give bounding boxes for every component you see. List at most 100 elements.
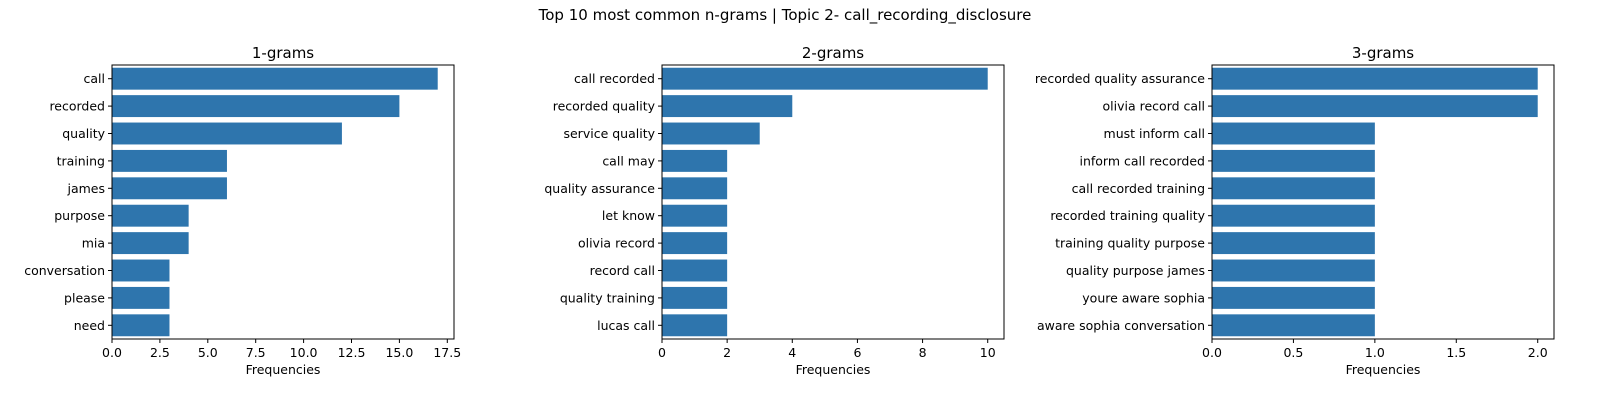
y-tick-label-3grams-0: recorded quality assurance: [1035, 71, 1205, 86]
x-tick-label-3grams-4: 2.0: [1528, 345, 1548, 360]
bar-3grams-2: [1212, 122, 1375, 145]
bar-1grams-3: [112, 149, 227, 172]
bar-2grams-1: [662, 95, 793, 118]
x-tick-label-2grams-4: 8: [919, 345, 927, 360]
bar-1grams-6: [112, 232, 189, 255]
bar-3grams-7: [1212, 259, 1375, 282]
x-tick-label-1grams-1: 2.5: [150, 345, 170, 360]
y-tick-label-1grams-9: need: [74, 318, 105, 333]
y-tick-label-2grams-7: record call: [590, 263, 655, 278]
y-tick-label-3grams-1: olivia record call: [1103, 99, 1205, 114]
bar-1grams-5: [112, 204, 189, 227]
x-axis-label-3grams: Frequencies: [1346, 362, 1421, 377]
y-tick-label-2grams-4: quality assurance: [544, 181, 655, 196]
y-tick-label-3grams-7: quality purpose james: [1066, 263, 1205, 278]
bar-3grams-8: [1212, 286, 1375, 309]
y-tick-label-3grams-3: inform call recorded: [1079, 153, 1205, 168]
x-tick-label-2grams-2: 4: [788, 345, 796, 360]
panel-title-1grams: 1-grams: [252, 44, 314, 62]
y-tick-label-2grams-2: service quality: [563, 126, 655, 141]
panel-title-2grams: 2-grams: [802, 44, 864, 62]
x-tick-label-2grams-3: 6: [853, 345, 861, 360]
y-tick-label-1grams-6: mia: [82, 236, 105, 251]
y-tick-label-2grams-6: olivia record: [578, 236, 655, 251]
bar-3grams-1: [1212, 95, 1538, 118]
bar-2grams-3: [662, 149, 728, 172]
y-tick-label-3grams-6: training quality purpose: [1055, 236, 1205, 251]
bar-3grams-4: [1212, 177, 1375, 200]
bar-3grams-0: [1212, 67, 1538, 90]
axes-frame-1grams: [111, 64, 455, 340]
bar-1grams-8: [112, 286, 170, 309]
x-tick-label-1grams-2: 5.0: [198, 345, 218, 360]
y-tick-label-2grams-9: lucas call: [597, 318, 655, 333]
bar-3grams-5: [1212, 204, 1375, 227]
y-tick-label-1grams-1: recorded: [49, 99, 105, 114]
x-ticks-3grams: 0.0 0.5 1.0 1.5 2.0: [1202, 339, 1548, 360]
bar-2grams-8: [662, 286, 728, 309]
panel-3grams: 3-grams recorded quality assurance olivia…: [1035, 44, 1555, 377]
y-tick-label-3grams-5: recorded training quality: [1050, 208, 1205, 223]
bar-3grams-9: [1212, 314, 1375, 337]
bars-2grams: [662, 67, 988, 337]
x-tick-label-1grams-5: 12.5: [338, 345, 366, 360]
y-tick-label-2grams-1: recorded quality: [553, 99, 656, 114]
y-tick-label-2grams-5: let know: [602, 208, 655, 223]
panel-title-3grams: 3-grams: [1352, 44, 1414, 62]
bar-1grams-7: [112, 259, 170, 282]
x-tick-label-3grams-2: 1.0: [1365, 345, 1385, 360]
x-tick-label-3grams-1: 0.5: [1283, 345, 1303, 360]
bar-2grams-6: [662, 232, 728, 255]
y-tick-label-2grams-0: call recorded: [574, 71, 655, 86]
x-tick-label-1grams-6: 15.0: [385, 345, 413, 360]
bar-1grams-4: [112, 177, 227, 200]
y-ticks-2grams: call recorded recorded quality service qua…: [544, 71, 662, 333]
y-tick-label-1grams-4: james: [66, 181, 105, 196]
x-axis-label-2grams: Frequencies: [796, 362, 871, 377]
x-tick-label-3grams-0: 0.0: [1202, 345, 1222, 360]
y-tick-label-1grams-7: conversation: [24, 263, 105, 278]
y-tick-label-2grams-8: quality training: [560, 290, 655, 305]
bar-1grams-1: [112, 95, 400, 118]
panel-1grams: 1-grams call recorded quality training james…: [24, 44, 461, 377]
figure-suptitle: Top 10 most common n-grams | Topic 2- ca…: [538, 6, 1032, 25]
x-tick-label-1grams-7: 17.5: [433, 345, 461, 360]
y-tick-label-1grams-3: training: [57, 153, 105, 168]
bar-2grams-7: [662, 259, 728, 282]
bar-1grams-0: [112, 67, 438, 90]
x-tick-label-1grams-0: 0.0: [102, 345, 122, 360]
bar-3grams-6: [1212, 232, 1375, 255]
y-tick-label-3grams-4: call recorded training: [1072, 181, 1205, 196]
bar-2grams-9: [662, 314, 728, 337]
axes-frame-3grams: [1211, 64, 1555, 340]
y-tick-label-3grams-9: aware sophia conversation: [1037, 318, 1205, 333]
y-tick-label-3grams-2: must inform call: [1104, 126, 1205, 141]
bars-1grams: [112, 67, 438, 337]
y-tick-label-1grams-5: purpose: [54, 208, 105, 223]
y-ticks-1grams: call recorded quality training james purpose m…: [24, 71, 112, 333]
x-tick-label-1grams-4: 10.0: [290, 345, 318, 360]
bar-2grams-5: [662, 204, 728, 227]
axes-frame-2grams: [661, 64, 1005, 340]
x-tick-label-2grams-5: 10: [980, 345, 996, 360]
y-tick-label-2grams-3: call may: [602, 153, 655, 168]
x-axis-label-1grams: Frequencies: [246, 362, 321, 377]
panel-2grams: 2-grams call recorded recorded quality ser…: [544, 44, 1005, 377]
y-tick-label-3grams-8: youre aware sophia: [1082, 290, 1205, 305]
bar-2grams-4: [662, 177, 728, 200]
bars-3grams: [1212, 67, 1538, 337]
bar-1grams-2: [112, 122, 342, 145]
y-tick-label-1grams-2: quality: [62, 126, 105, 141]
x-tick-label-3grams-3: 1.5: [1446, 345, 1466, 360]
bar-1grams-9: [112, 314, 170, 337]
x-tick-label-2grams-0: 0: [658, 345, 666, 360]
bar-2grams-0: [662, 67, 988, 90]
x-ticks-2grams: 0 2 4 6 8 10: [658, 339, 996, 360]
x-tick-label-1grams-3: 7.5: [246, 345, 266, 360]
bar-3grams-3: [1212, 149, 1375, 172]
bar-2grams-2: [662, 122, 760, 145]
x-ticks-1grams: 0.0 2.5 5.0 7.5 10.0 12.5 15.0 17.5: [102, 339, 461, 360]
y-tick-label-1grams-0: call: [84, 71, 105, 86]
x-tick-label-2grams-1: 2: [723, 345, 731, 360]
